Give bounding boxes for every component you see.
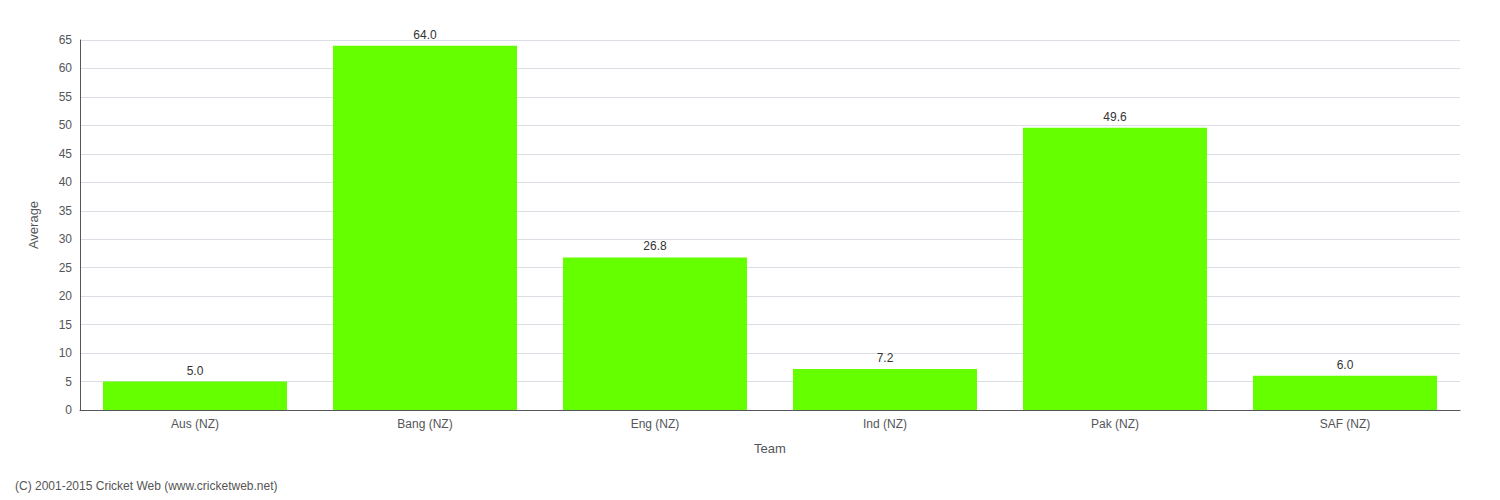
svg-text:30: 30: [59, 232, 73, 246]
svg-text:Average: Average: [26, 201, 41, 249]
svg-text:6.0: 6.0: [1337, 358, 1354, 372]
svg-text:Aus (NZ): Aus (NZ): [171, 417, 219, 431]
svg-text:5: 5: [65, 375, 72, 389]
svg-text:15: 15: [59, 318, 73, 332]
svg-text:SAF (NZ): SAF (NZ): [1320, 417, 1371, 431]
svg-text:50: 50: [59, 118, 73, 132]
svg-text:0: 0: [65, 403, 72, 417]
svg-text:26.8: 26.8: [643, 239, 667, 253]
svg-text:25: 25: [59, 261, 73, 275]
svg-text:64.0: 64.0: [413, 28, 437, 42]
svg-text:65: 65: [59, 33, 73, 47]
svg-text:40: 40: [59, 175, 73, 189]
svg-text:Team: Team: [754, 441, 786, 456]
svg-text:45: 45: [59, 147, 73, 161]
svg-text:10: 10: [59, 346, 73, 360]
svg-text:5.0: 5.0: [187, 364, 204, 378]
svg-text:7.2: 7.2: [877, 351, 894, 365]
svg-text:60: 60: [59, 61, 73, 75]
svg-text:(C) 2001-2015 Cricket Web (www: (C) 2001-2015 Cricket Web (www.cricketwe…: [15, 479, 278, 493]
svg-text:Pak (NZ): Pak (NZ): [1091, 417, 1139, 431]
svg-text:35: 35: [59, 204, 73, 218]
svg-text:55: 55: [59, 90, 73, 104]
svg-text:Bang (NZ): Bang (NZ): [397, 417, 452, 431]
svg-text:Ind (NZ): Ind (NZ): [863, 417, 907, 431]
svg-text:49.6: 49.6: [1103, 110, 1127, 124]
svg-text:20: 20: [59, 289, 73, 303]
svg-text:Eng (NZ): Eng (NZ): [631, 417, 680, 431]
